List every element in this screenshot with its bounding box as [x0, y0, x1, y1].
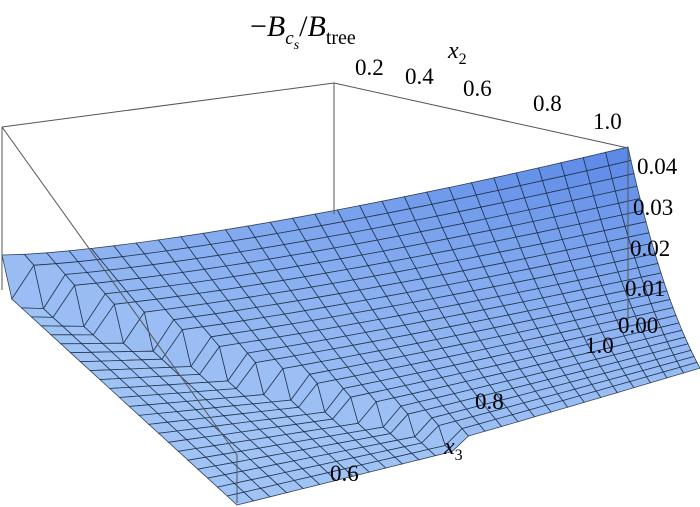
x2-tick-label: 0.4 — [405, 64, 434, 89]
title-denominator-base: B — [307, 10, 325, 43]
x3-tick-label: 0.8 — [475, 389, 504, 414]
title-denominator-sub: tree — [326, 27, 356, 49]
title-prefix: − — [250, 10, 267, 43]
bounding-box — [1, 82, 629, 503]
z-tick-label: 0.00 — [618, 313, 658, 338]
x2-tick-label: 0.6 — [463, 76, 492, 101]
x3-tick-label: 0.6 — [330, 461, 359, 486]
x2-tick-label: 0.8 — [533, 91, 562, 116]
x3-tick-label: 1.0 — [585, 333, 614, 358]
x2-axis-label: x2 — [447, 38, 467, 68]
x2-tick-label: 1.0 — [593, 109, 622, 134]
z-tick-label: 0.02 — [630, 236, 670, 261]
title-numerator-sub: c — [285, 28, 294, 49]
surface-cell — [679, 361, 700, 374]
z-tick-label: 0.04 — [637, 154, 678, 179]
tick-labels: 0.2 0.4 0.60.81.00.000.010.020.030.040.60.… — [330, 55, 678, 486]
title-slash: / — [299, 10, 308, 43]
surface-mesh — [1, 146, 700, 506]
chart-title: −Bcs/Btree — [250, 10, 356, 53]
z-tick-label: 0.03 — [633, 195, 673, 220]
x3-axis-label: x3 — [443, 434, 463, 464]
box-front-top-edge — [1, 126, 238, 456]
title-numerator-subsub: s — [294, 38, 300, 53]
title-numerator-base: B — [267, 10, 285, 43]
svg-text:−Bcs/Btree: −Bcs/Btree — [250, 10, 356, 53]
z-tick-label: 0.01 — [625, 276, 665, 301]
x2-tick-label: 0.2 — [355, 55, 384, 80]
